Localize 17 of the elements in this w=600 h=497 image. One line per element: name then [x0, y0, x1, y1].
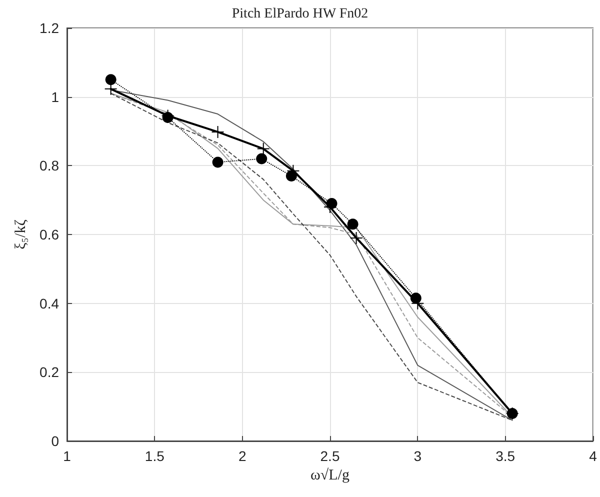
- x-tick-label: 4: [589, 448, 598, 464]
- x-tick-label: 1: [63, 448, 72, 464]
- y-tick-label: 0.2: [40, 364, 60, 380]
- y-tick-label: 0.8: [40, 158, 60, 174]
- y-tick-label: 0.4: [40, 295, 60, 312]
- y-tick-label: 0: [51, 433, 60, 449]
- x-tick-label: 3.5: [496, 448, 516, 464]
- y-tick-label: 0.6: [40, 226, 60, 242]
- y-tick-label: 1.2: [40, 20, 60, 36]
- x-tick-label: 2.5: [320, 448, 340, 464]
- x-tick-label: 3: [414, 448, 422, 464]
- y-axis-title: ξ₅/kζ: [13, 220, 30, 250]
- x-tick-label: 1.5: [144, 448, 165, 464]
- y-tick-label: 1: [51, 88, 60, 105]
- x-axis-title: ω√L/g: [310, 467, 350, 484]
- chart-title: Pitch ElPardo HW Fn02: [232, 6, 368, 22]
- x-tick-label: 2: [238, 448, 246, 464]
